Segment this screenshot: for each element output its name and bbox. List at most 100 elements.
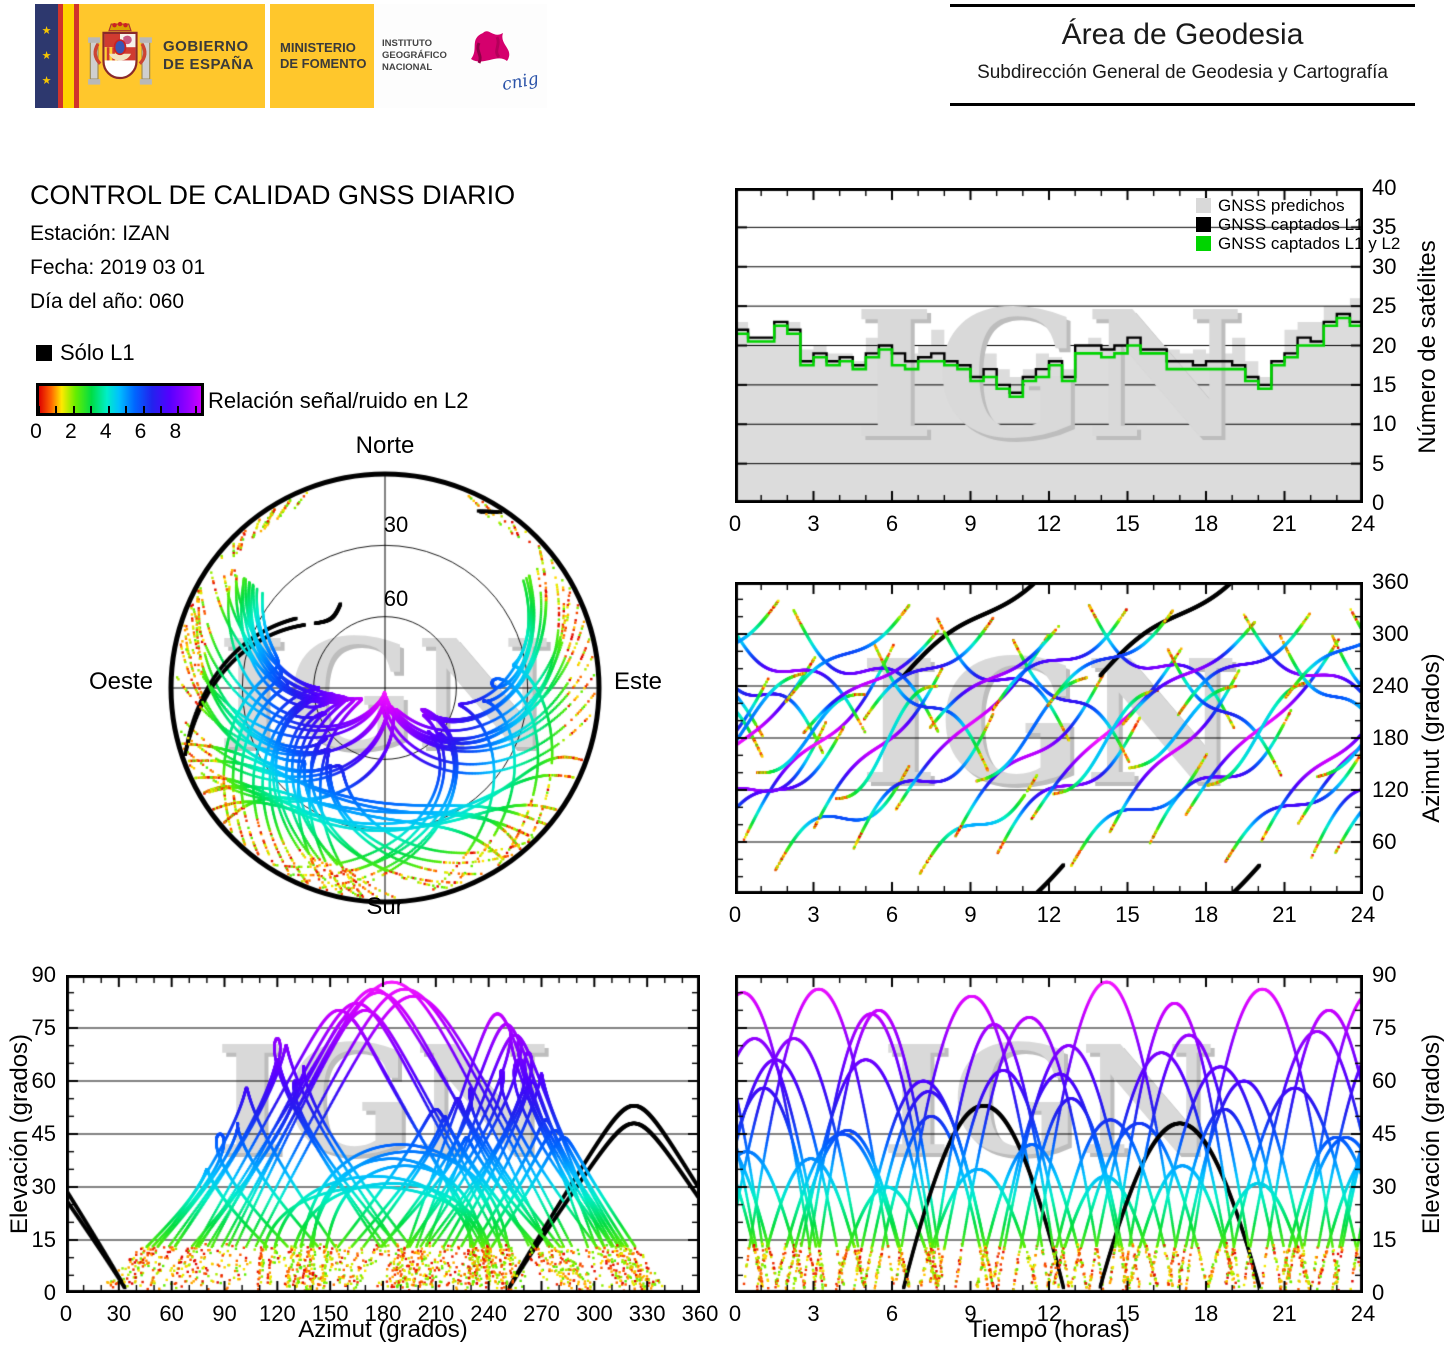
colorbar-tick [72,406,75,413]
ministerio-block: MINISTERIO DE FOMENTO [270,4,374,108]
ylabel-azimut: Azimut (grados) [1418,653,1445,823]
tick-label: 150 [311,1301,349,1326]
tick-label: 25 [1372,293,1397,319]
tick-label: 330 [628,1301,666,1326]
ring-label-60: 60 [383,586,409,611]
header-subtitle: Subdirección General de Geodesia y Carto… [977,62,1388,83]
report-day-of-year: Día del año: 060 [30,290,185,313]
report-station: Estación: IZAN [30,222,171,245]
tick-label: 0 [1372,881,1385,906]
tick-label: 0 [728,902,742,927]
eu-star-icon: ★ [41,49,52,62]
tick-label: 24 [1350,902,1376,927]
tick-label: 240 [470,1301,508,1326]
tick-label: 300 [575,1301,613,1326]
tick-label: 6 [885,902,899,927]
colorbar-tick [38,406,40,413]
legend-item-captados-l1l2: GNSS captados L1 y L2 [1196,234,1400,253]
colorbar-tick [142,406,145,413]
tick-label: 120 [1372,777,1409,802]
colorbar-tick-label: 0 [30,420,42,443]
azimuth-time-canvas [735,582,1363,894]
tick-label: 9 [964,1301,977,1326]
black-swatch [1196,217,1211,232]
header-rule-bottom [950,103,1415,106]
gobierno-line2: DE ESPAÑA [163,56,254,73]
tick-label: 30 [1372,1174,1397,1199]
black-square-swatch [36,345,52,361]
tick-label: 6 [885,1301,899,1326]
tick-label: 20 [1372,332,1397,358]
eu-star-icon: ★ [41,24,52,37]
tick-label: 75 [1372,1015,1397,1040]
tick-label: 0 [1372,490,1385,515]
tick-label: 90 [212,1301,237,1326]
solo-l1-legend: Sólo L1 [36,340,135,366]
tick-label: 30 [1372,253,1397,279]
tick-label: 3 [807,1301,820,1326]
eu-flag-strip: ★ ★ ★ [35,4,58,108]
tick-label: 24 [1350,1301,1376,1326]
tick-label: 0 [728,511,742,536]
tick-label: 40 [1372,175,1397,200]
chart-azimuth-time [735,582,1363,894]
tick-label: 18 [1193,1301,1219,1326]
tick-label: 180 [1372,725,1409,750]
tick-label: 12 [1036,1301,1062,1326]
colorbar-tick [107,406,110,413]
tick-label: 30 [31,1174,56,1199]
tick-label: 18 [1193,902,1219,927]
snr-colorbar-title: Relación señal/ruido en L2 [208,388,469,413]
ministerio-line2: DE FOMENTO [280,56,367,71]
report-date: Fecha: 2019 03 01 [30,256,206,279]
ign-block: INSTITUTO GEOGRÁFICO NACIONAL cnig [374,4,547,108]
colorbar-tick [90,406,93,413]
colorbar-tick [194,406,197,413]
satellite-count-legend: GNSS predichos GNSS captados L1 GNSS cap… [1196,196,1400,253]
eu-star-icon: ★ [41,74,52,87]
xlabel-azimut: Azimut (grados) [298,1316,468,1343]
legend-item-captados-l1: GNSS captados L1 [1196,215,1400,234]
header-title: Área de Geodesia [1061,18,1304,51]
compass-north-label: Norte [355,432,415,459]
tick-label: 24 [1350,511,1376,536]
tick-label: 60 [1372,1068,1397,1093]
tick-label: 360 [681,1301,719,1326]
colorbar-tick-label: 8 [169,420,182,443]
geodesia-header: Área de Geodesia Subdirección General de… [950,4,1415,106]
report-title: CONTROL DE CALIDAD GNSS DIARIO [30,180,516,210]
green-swatch [1196,236,1211,251]
tick-label: 15 [1115,902,1140,927]
colorbar-tick [125,406,128,413]
tick-label: 3 [807,511,820,536]
tick-label: 5 [1372,450,1385,476]
header-rule-top [950,4,1415,7]
tick-label: 35 [1372,214,1397,240]
tick-label: 3 [807,902,820,927]
tick-label: 120 [258,1301,296,1326]
government-banner: ★ ★ ★ [35,4,547,108]
tick-label: 210 [417,1301,455,1326]
spain-coat-of-arms [88,21,152,85]
tick-label: 60 [159,1301,184,1326]
gray-swatch [1196,198,1211,213]
tick-label: 300 [1372,621,1409,646]
tick-label: 15 [1115,1301,1140,1326]
compass-east-label: Este [614,668,663,695]
tick-label: 21 [1272,1301,1297,1326]
elevation-azimuth-canvas [66,975,700,1293]
chart-elevation-time [735,975,1363,1293]
colorbar-tick [177,406,180,413]
solo-l1-label: Sólo L1 [60,340,135,365]
colorbar-tick [55,406,58,413]
tick-label: 9 [964,902,977,927]
ylabel-elevacion-right: Elevación (grados) [1418,1033,1445,1235]
instituto-line3: NACIONAL [382,62,433,73]
tick-label: 15 [1372,1227,1397,1252]
tick-label: 15 [1115,511,1140,536]
ministerio-line1: MINISTERIO [280,40,356,55]
snr-colorbar [36,383,204,416]
instituto-line1: INSTITUTO [382,38,432,49]
colorbar-tick [159,406,162,413]
tick-label: 60 [31,1068,56,1093]
